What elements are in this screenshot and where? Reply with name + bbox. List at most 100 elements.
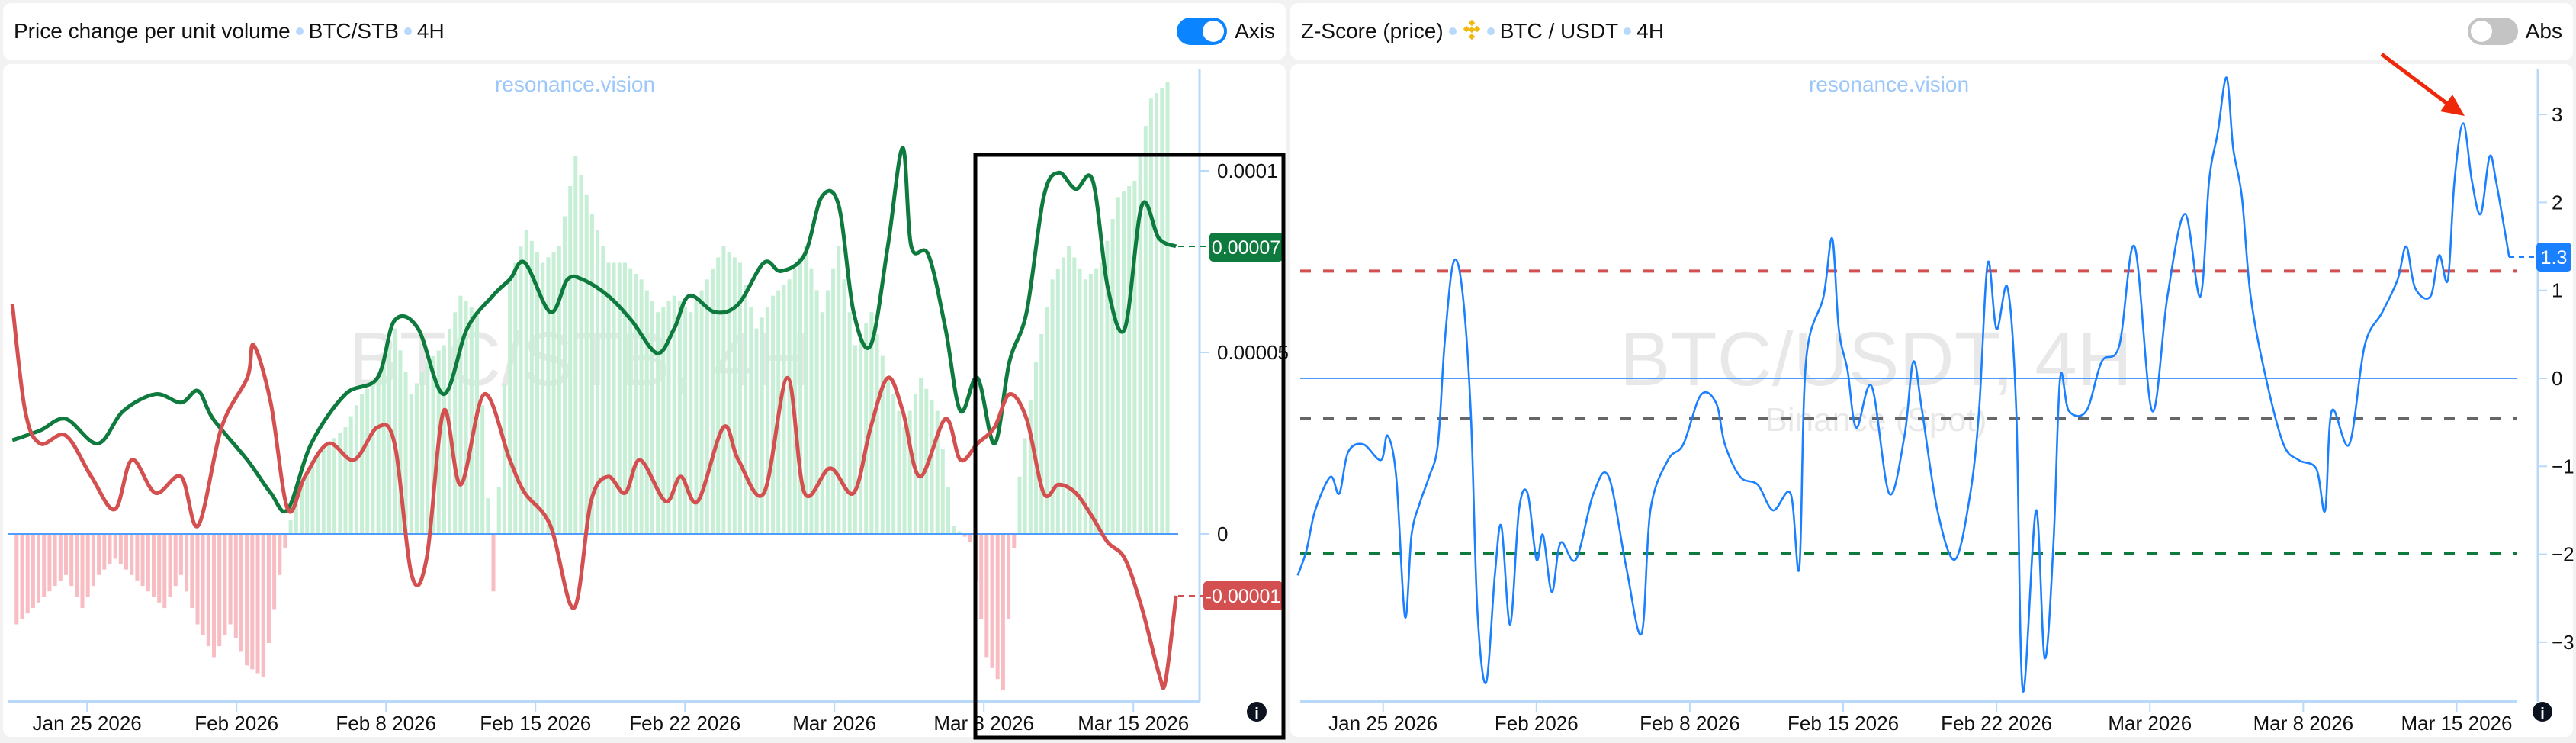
- axis-toggle-label: Axis: [1235, 19, 1275, 43]
- x-tick-label: Feb 2026: [1495, 712, 1579, 735]
- histogram-bar: [907, 410, 912, 534]
- histogram-bar: [146, 534, 150, 592]
- separator-dot: [295, 27, 304, 35]
- histogram-bar: [321, 449, 326, 534]
- left-chart-symbol[interactable]: BTC/STB: [308, 19, 399, 43]
- histogram-bar: [995, 534, 1000, 680]
- right-chart-panel: [1290, 64, 2573, 737]
- histogram-bar: [201, 534, 205, 635]
- separator-dot: [1448, 27, 1457, 35]
- histogram-bar: [250, 534, 255, 670]
- histogram-bar: [880, 355, 885, 534]
- highlight-box: [973, 153, 1286, 740]
- histogram-bar: [458, 295, 463, 534]
- histogram-bar: [1045, 307, 1049, 534]
- x-tick-label: Feb 15 2026: [480, 712, 591, 735]
- left-chart-interval[interactable]: 4H: [416, 19, 445, 43]
- histogram-bar: [683, 307, 688, 534]
- histogram-bar: [596, 230, 600, 534]
- histogram-bar: [831, 268, 836, 534]
- histogram-bar: [20, 534, 24, 619]
- histogram-bar: [266, 534, 271, 643]
- histogram-bar: [365, 388, 370, 534]
- last-value-red: -0.00001: [1206, 586, 1281, 607]
- histogram-bar: [847, 312, 852, 534]
- histogram-bar: [1138, 153, 1142, 534]
- histogram-bar: [420, 372, 425, 534]
- histogram-bar: [612, 262, 616, 534]
- histogram-bar: [1078, 268, 1082, 534]
- y-tick-label: −3: [2552, 631, 2574, 654]
- separator-dot: [1624, 27, 1632, 35]
- info-icon[interactable]: i: [1247, 702, 1267, 722]
- info-icon[interactable]: i: [2533, 702, 2552, 722]
- svg-text:i: i: [1254, 706, 1259, 722]
- x-tick-label: Mar 8 2026: [2253, 712, 2354, 735]
- histogram-bar: [381, 361, 386, 534]
- histogram-bar: [1007, 534, 1011, 619]
- last-value-badge: [2536, 243, 2571, 272]
- axis-toggle[interactable]: [1177, 18, 1228, 45]
- y-tick-label: −2: [2552, 543, 2574, 566]
- last-value-badge-green: [1209, 233, 1283, 262]
- histogram-bar: [979, 534, 984, 619]
- histogram-bar: [1148, 98, 1153, 535]
- green-series-line: [11, 146, 1177, 513]
- histogram-bar: [705, 279, 709, 534]
- histogram-bar: [699, 290, 704, 534]
- histogram-bar: [809, 268, 814, 534]
- histogram-bar: [332, 438, 337, 534]
- abs-toggle-label: Abs: [2525, 19, 2562, 43]
- histogram-bar: [546, 257, 551, 534]
- histogram-bar: [228, 534, 233, 625]
- histogram-bar: [85, 534, 90, 597]
- left-chart[interactable]: resonance.vision BTC/STB, 4H 00.000050.0…: [8, 69, 1289, 740]
- histogram-bar: [946, 487, 950, 534]
- histogram-bar: [348, 416, 353, 534]
- histogram-bar: [787, 279, 792, 534]
- histogram-bar: [387, 345, 391, 534]
- histogram-bar: [765, 307, 769, 534]
- histogram-bar: [47, 534, 52, 592]
- x-tick-label: Feb 2026: [194, 712, 278, 735]
- histogram-bar: [1028, 400, 1033, 534]
- y-tick-label: 3: [2552, 103, 2562, 126]
- histogram-bar: [1100, 262, 1104, 534]
- histogram-bar: [760, 317, 764, 534]
- watermark-site: resonance.vision: [1809, 72, 1969, 96]
- histogram-bar: [37, 534, 40, 603]
- binance-icon: [1463, 20, 1480, 40]
- histogram-bar: [140, 534, 145, 587]
- watermark-site: resonance.vision: [495, 72, 655, 96]
- histogram-bar: [1160, 88, 1164, 534]
- histogram-bar: [130, 534, 134, 575]
- histogram-bar: [864, 323, 869, 534]
- histogram-bar: [711, 268, 715, 534]
- histogram-bar: [1155, 93, 1159, 535]
- histogram-bar: [541, 262, 545, 534]
- separator-dot: [403, 27, 412, 35]
- histogram-bar: [968, 534, 972, 542]
- histogram-bar: [371, 383, 375, 534]
- histogram-bar: [135, 534, 140, 581]
- histogram-bar: [617, 262, 622, 534]
- histogram-bar: [310, 459, 315, 534]
- abs-toggle[interactable]: [2467, 18, 2518, 45]
- histogram-bar: [217, 534, 222, 647]
- right-chart-interval[interactable]: 4H: [1636, 19, 1665, 43]
- right-chart[interactable]: resonance.vision BTC/USDT, 4H Binance (S…: [1296, 53, 2574, 735]
- histogram-bar: [727, 252, 731, 534]
- y-tick-label: 1: [2552, 279, 2562, 302]
- histogram-bar: [1094, 268, 1099, 534]
- histogram-bar: [91, 534, 95, 587]
- histogram-bar: [644, 290, 649, 534]
- x-tick-label: Jan 25 2026: [33, 712, 142, 735]
- red-series-line: [10, 304, 1178, 690]
- histogram-bar: [825, 290, 830, 534]
- histogram-bar: [837, 246, 841, 534]
- histogram-bar: [957, 531, 962, 534]
- histogram-bar: [1034, 361, 1038, 534]
- right-chart-symbol[interactable]: BTC / USDT: [1499, 19, 1619, 43]
- histogram-bar: [919, 378, 923, 534]
- histogram-bar: [984, 534, 989, 658]
